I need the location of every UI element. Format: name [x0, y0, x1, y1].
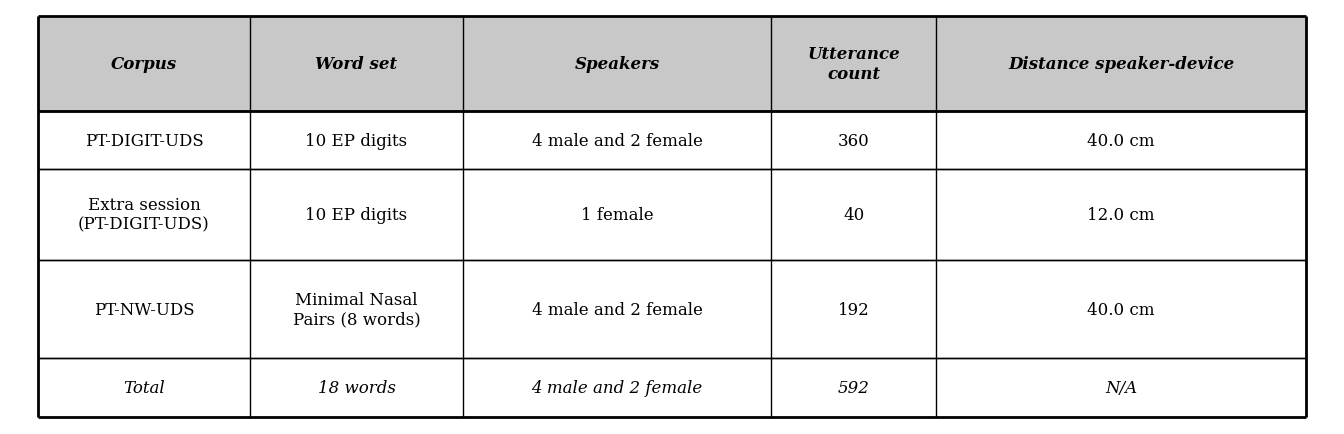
Bar [38, 358, 250, 417]
Text: 192: 192 [837, 301, 870, 318]
Text: 40.0 cm: 40.0 cm [1087, 301, 1154, 318]
Bar [935, 170, 1306, 260]
Text: PT-DIGIT-UDS: PT-DIGIT-UDS [85, 132, 203, 149]
Text: PT-NW-UDS: PT-NW-UDS [94, 301, 195, 318]
Bar [38, 17, 250, 112]
Bar [462, 17, 771, 112]
Bar [38, 170, 250, 260]
Bar [250, 112, 462, 170]
Text: 1 female: 1 female [581, 207, 653, 224]
Bar [771, 260, 935, 358]
Text: 40.0 cm: 40.0 cm [1087, 132, 1154, 149]
Bar [250, 260, 462, 358]
Bar [462, 170, 771, 260]
Bar [38, 260, 250, 358]
Text: N/A: N/A [1105, 379, 1137, 396]
Text: 18 words: 18 words [317, 379, 395, 396]
Text: 4 male and 2 female: 4 male and 2 female [532, 301, 703, 318]
Text: Minimal Nasal
Pairs (8 words): Minimal Nasal Pairs (8 words) [293, 291, 421, 328]
Bar [462, 112, 771, 170]
Bar [250, 170, 462, 260]
Bar [771, 170, 935, 260]
Bar [771, 112, 935, 170]
Text: Distance speaker-device: Distance speaker-device [1008, 56, 1234, 73]
Bar [771, 358, 935, 417]
Bar [250, 358, 462, 417]
Text: 360: 360 [837, 132, 870, 149]
Text: Corpus: Corpus [110, 56, 177, 73]
Bar [38, 112, 250, 170]
Bar [462, 260, 771, 358]
Text: 10 EP digits: 10 EP digits [305, 132, 407, 149]
Bar [462, 358, 771, 417]
Text: Speakers: Speakers [574, 56, 660, 73]
Text: Total: Total [124, 379, 165, 396]
Text: 4 male and 2 female: 4 male and 2 female [531, 379, 703, 396]
Text: Utterance
count: Utterance count [808, 46, 900, 83]
Bar [250, 17, 462, 112]
Text: Extra session
(PT-DIGIT-UDS): Extra session (PT-DIGIT-UDS) [78, 197, 210, 233]
Text: 10 EP digits: 10 EP digits [305, 207, 407, 224]
Text: 40: 40 [843, 207, 864, 224]
Text: Word set: Word set [316, 56, 398, 73]
Text: 592: 592 [837, 379, 870, 396]
Bar [935, 17, 1306, 112]
Bar [935, 260, 1306, 358]
Bar [935, 358, 1306, 417]
Bar [935, 112, 1306, 170]
Bar [771, 17, 935, 112]
Text: 12.0 cm: 12.0 cm [1087, 207, 1154, 224]
Text: 4 male and 2 female: 4 male and 2 female [532, 132, 703, 149]
